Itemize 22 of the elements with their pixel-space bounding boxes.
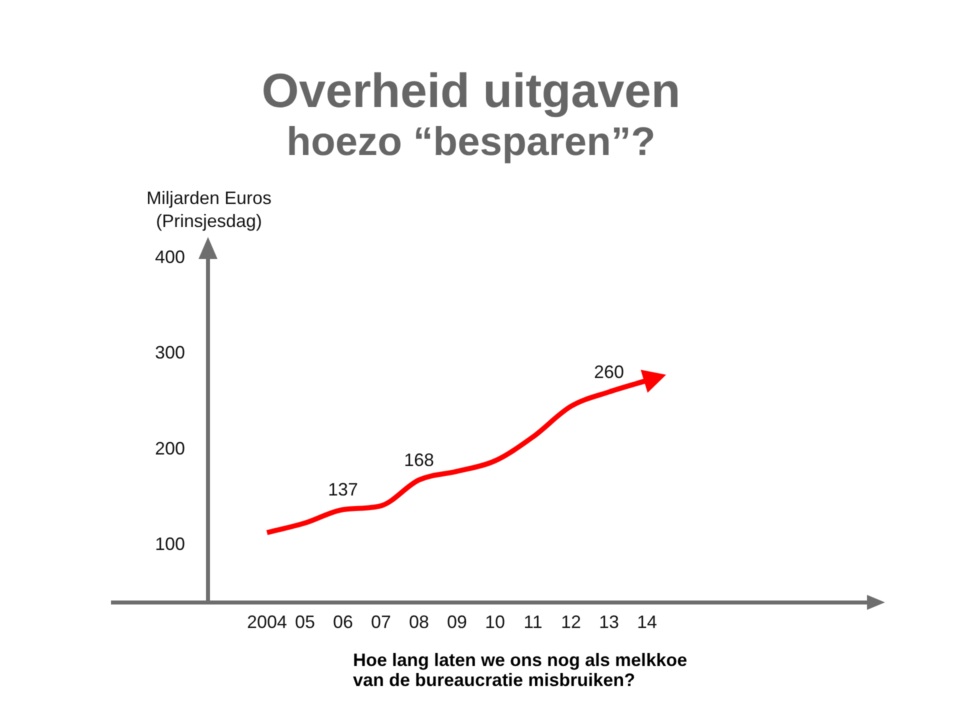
x-tick-label: 08 bbox=[408, 612, 430, 632]
x-tick-label: 07 bbox=[370, 612, 392, 632]
y-tick-label: 300 bbox=[154, 342, 185, 363]
x-tick-label: 06 bbox=[332, 612, 354, 632]
x-tick-label: 09 bbox=[446, 612, 468, 632]
chart-title: Overheid uitgaven bbox=[260, 65, 682, 118]
x-tick-label: 12 bbox=[560, 612, 582, 632]
data-label: 137 bbox=[328, 480, 358, 500]
data-label: 260 bbox=[594, 362, 624, 382]
x-tick-label: 14 bbox=[636, 612, 658, 632]
y-tick-label: 200 bbox=[154, 438, 185, 458]
text: Hoe lang laten we ons nog als melkkoe van de bureaucratie misbruiken? bbox=[353, 650, 688, 690]
data-label: 168 bbox=[404, 450, 434, 470]
y-tick-label: 400 bbox=[154, 246, 185, 267]
x-tick-label: 2004 bbox=[246, 612, 288, 632]
x-tick-label: 10 bbox=[484, 612, 506, 632]
chart-subtitle: hoezo “besparen”? bbox=[286, 120, 656, 164]
x-tick-label: 11 bbox=[524, 612, 542, 632]
x-tick-label: 13 bbox=[598, 612, 620, 632]
y-tick-label: 100 bbox=[154, 534, 185, 554]
x-tick-label: 05 bbox=[294, 612, 316, 632]
y-axis-title: Miljarden Euros (Prinsjesdag) bbox=[145, 187, 273, 233]
